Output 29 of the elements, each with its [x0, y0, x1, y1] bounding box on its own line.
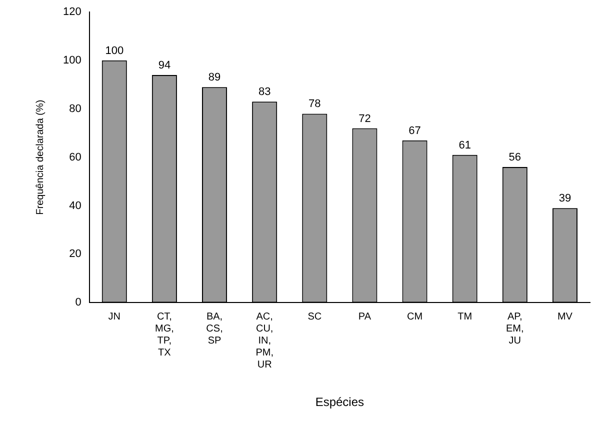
- y-tick-label: 40: [69, 200, 82, 212]
- y-tick-label: 60: [69, 151, 82, 164]
- y-tick-label: 20: [69, 248, 82, 260]
- x-tick-label: SC: [308, 311, 322, 322]
- y-tick-label: 80: [69, 102, 82, 115]
- data-label: 78: [308, 98, 321, 110]
- x-tick-label: JN: [108, 311, 121, 322]
- data-label: 94: [158, 59, 171, 72]
- x-tick-label: AP, EM, JU: [506, 311, 524, 346]
- data-label: 100: [105, 44, 124, 57]
- x-tick-label: BA, CS, SP: [206, 311, 223, 346]
- data-label: 39: [558, 192, 572, 205]
- data-label: 67: [408, 124, 421, 137]
- data-label: 72: [358, 112, 371, 125]
- x-tick-label: PA: [358, 311, 372, 322]
- data-label: 89: [208, 72, 221, 84]
- x-tick-label: CM: [406, 311, 423, 322]
- y-axis-title: Frequência declarada (%): [34, 100, 46, 215]
- x-tick-label: MV: [557, 311, 573, 322]
- y-tick-label: 100: [62, 54, 82, 66]
- data-label: 61: [458, 139, 471, 152]
- x-tick-label: AC, CU, IN, PM, UR: [256, 311, 274, 370]
- x-tick-label: TM: [458, 311, 472, 322]
- data-label: 83: [258, 86, 271, 98]
- data-label: 56: [508, 152, 522, 164]
- x-axis-title: Espécies: [315, 395, 364, 410]
- y-tick-label: 120: [62, 6, 82, 18]
- y-tick-label: 0: [75, 296, 82, 309]
- x-tick-label: CT, MG, TP, TX: [155, 311, 174, 358]
